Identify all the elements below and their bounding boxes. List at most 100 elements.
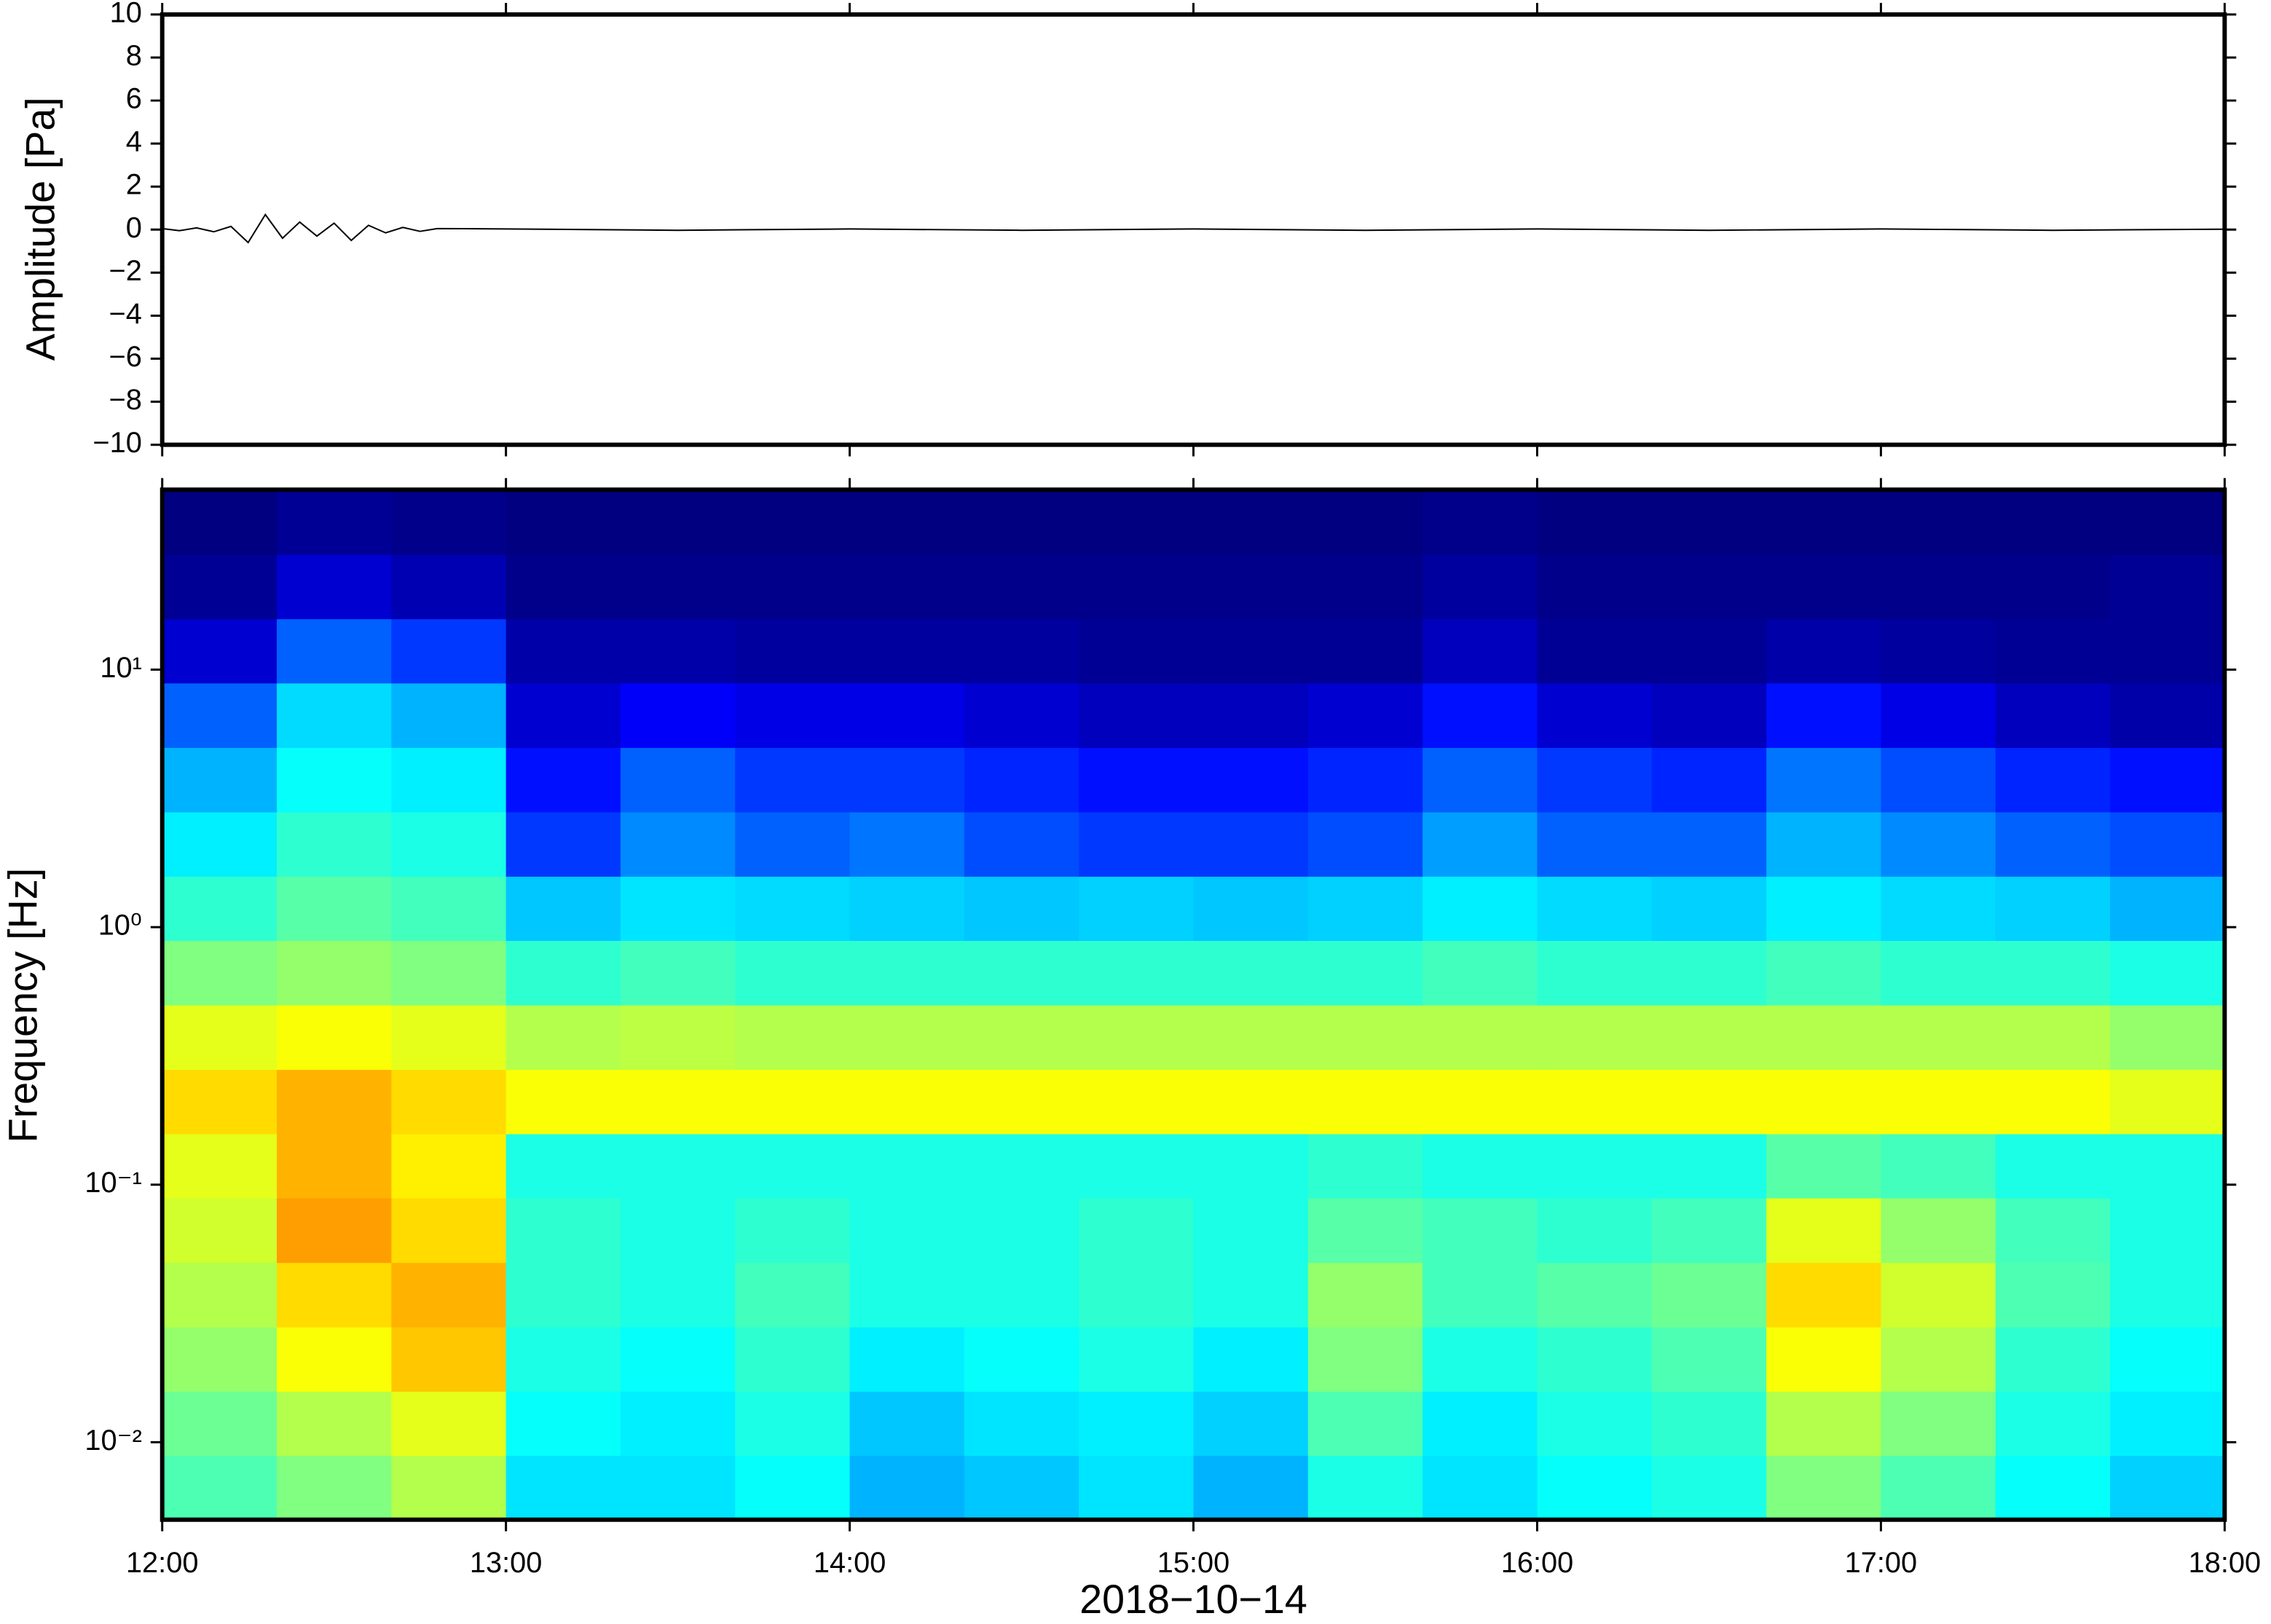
spectrogram-cell [1193,1069,1309,1135]
spectrogram-cell [1422,682,1538,748]
x-tick-label: 12:00 [126,1547,198,1579]
spectrogram-cell [277,811,393,877]
spectrogram-cell [1651,1004,1768,1071]
spectrogram-cell [735,811,851,877]
spectrogram-cell [2110,1391,2226,1457]
spectrogram-cell [505,811,621,877]
spectrogram-cell [1766,489,1882,555]
spectrogram-cell [1766,1133,1882,1199]
spectrogram-cell [505,1069,621,1135]
spectrogram-cell [505,618,621,684]
spectrogram-cell [964,875,1080,942]
spectrogram-cell [964,1069,1080,1135]
spectrogram-cell [1537,1197,1653,1264]
spectrogram-cell [1881,1391,1996,1457]
y-tick-label: 10⁻² [84,1424,141,1457]
spectrogram-cell [735,940,851,1006]
spectrogram-cell [277,1262,393,1328]
spectrogram-cell [964,746,1080,813]
spectrogram-cell [277,682,393,748]
spectrogram-cell [1537,489,1653,555]
spectrogram-cell [1537,1069,1653,1135]
spectrogram-cell [620,940,736,1006]
spectrogram-cell [735,1455,851,1521]
spectrogram-cell [1193,1326,1309,1392]
spectrogram-cell [391,618,507,684]
spectrogram-cell [391,1391,507,1457]
spectrogram-cell [735,1391,851,1457]
spectrogram-cell [162,1069,278,1135]
spectrogram-cell [505,1262,621,1328]
spectrogram-cell [162,1197,278,1264]
spectrogram-cell [735,618,851,684]
spectrogram-cell [849,682,965,748]
spectrogram-cell [1537,1455,1653,1521]
spectrogram-cell [849,1004,965,1071]
spectrogram-cell [964,940,1080,1006]
spectrogram-cell [162,811,278,877]
spectrogram-cell [1307,1326,1424,1392]
spectrogram-cell [849,618,965,684]
spectrogram-cell [2110,940,2226,1006]
spectrogram-cell [1079,489,1194,555]
spectrogram-cell [162,1262,278,1328]
x-tick-label: 15:00 [1157,1547,1229,1579]
spectrogram-cell [735,682,851,748]
spectrogram-cell [1079,553,1194,620]
spectrogram-cell [1651,1069,1768,1135]
y-tick-label: −2 [109,255,142,287]
spectrogram-cell [735,1069,851,1135]
spectrogram-cell [1422,1326,1538,1392]
x-axis-label: 2018−10−14 [1079,1577,1307,1622]
spectrogram-cell [1881,618,1996,684]
spectrogram-cell [2110,1004,2226,1071]
y-axis-label: Amplitude [Pa] [17,97,63,360]
spectrogram-cell [1881,1455,1996,1521]
spectrogram-cell [1881,553,1996,620]
spectrogram-cell [391,1262,507,1328]
spectrogram-cell [849,553,965,620]
spectrogram-cell [849,1326,965,1392]
spectrogram-cell [2110,811,2226,877]
y-tick-label: 6 [126,83,142,115]
spectrogram-cell [735,553,851,620]
spectrogram-cell [391,940,507,1006]
spectrogram-cell [1193,1133,1309,1199]
spectrogram-cell [391,746,507,813]
spectrogram-cell [620,618,736,684]
spectrogram-cell [505,489,621,555]
spectrogram-cell [391,1197,507,1264]
spectrogram-cell [391,1069,507,1135]
spectrogram-cell [964,682,1080,748]
spectrogram-cell [505,1455,621,1521]
spectrogram-cell [505,940,621,1006]
spectrogram-cell [162,1391,278,1457]
spectrogram-cell [2110,618,2226,684]
spectrogram-cell [1422,940,1538,1006]
plot-frame [160,12,2227,447]
spectrogram-cell [1193,682,1309,748]
spectrogram-cell [964,1197,1080,1264]
spectrogram-cell [1307,811,1424,877]
spectrogram-cell [1537,1326,1653,1392]
spectrogram-cell [1079,1391,1194,1457]
spectrogram-cell [1651,1197,1768,1264]
spectrogram-cell [277,618,393,684]
spectrogram-cell [505,1391,621,1457]
spectrogram-cell [1079,682,1194,748]
spectrogram-cell [2110,1262,2226,1328]
spectrogram-cell [162,1455,278,1521]
spectrogram-cell [964,1004,1080,1071]
spectrogram-cell [162,1004,278,1071]
spectrogram-cell [505,746,621,813]
spectrogram-cell [505,1197,621,1264]
spectrogram-cell [162,618,278,684]
spectrogram-cell [964,1262,1080,1328]
spectrogram-cell [1651,875,1768,942]
spectrogram-cell [1881,1069,1996,1135]
spectrogram-cell [1307,1004,1424,1071]
spectrogram-cell [2110,746,2226,813]
spectrogram-cell [1881,1004,1996,1071]
spectrogram-cell [277,1197,393,1264]
spectrogram-cell [620,811,736,877]
